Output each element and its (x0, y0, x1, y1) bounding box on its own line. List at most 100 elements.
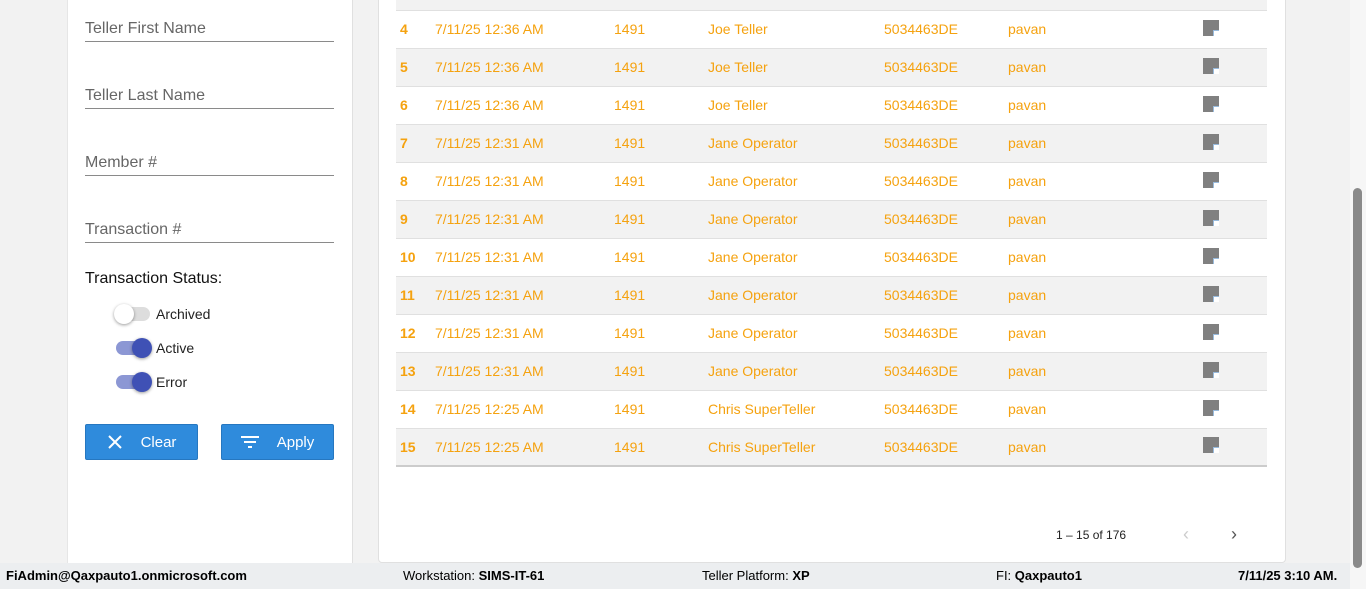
cell: pavan (1008, 86, 1203, 125)
note-icon[interactable] (1203, 285, 1219, 302)
toggle-knob[interactable] (132, 372, 152, 392)
cell: pavan (1008, 162, 1203, 201)
cell: 7/11/25 12:31 AM (435, 238, 614, 277)
cell: 5034463DE (884, 238, 1008, 277)
cell: 11 (396, 276, 435, 315)
table-row[interactable]: 4 7/11/25 12:36 AM 1491 Joe Teller 5034463DE… (396, 10, 1267, 49)
note-icon[interactable] (1203, 19, 1219, 36)
cell: Joe Teller (708, 48, 884, 87)
cell: 5034463DE (884, 48, 1008, 87)
cell: Jane Operator (708, 314, 884, 353)
cell: 1491 (614, 48, 708, 87)
note-icon[interactable] (1203, 95, 1219, 112)
teller-platform: Teller Platform: XP (702, 568, 810, 583)
cell: Jane Operator (708, 238, 884, 277)
datetime: 7/11/25 3:10 AM. (1238, 568, 1338, 583)
table-row[interactable]: 10 7/11/25 12:31 AM 1491 Jane Operator 50344… (396, 238, 1267, 277)
teller-last-name-input[interactable]: Teller Last Name (85, 85, 334, 109)
cell: 5034463DE (884, 10, 1008, 49)
toggle-active[interactable]: Active (116, 338, 194, 358)
note-icon[interactable] (1203, 133, 1219, 150)
fi: FI: Qaxpauto1 (996, 568, 1082, 583)
table-row[interactable] (396, 0, 1267, 11)
cell-action (1203, 200, 1267, 239)
cell: 5034463DE (884, 86, 1008, 125)
table-row[interactable]: 7 7/11/25 12:31 AM 1491 Jane Operator 503446… (396, 124, 1267, 163)
note-icon[interactable] (1203, 361, 1219, 378)
fi-label: FI: (996, 568, 1015, 583)
cell: Jane Operator (708, 276, 884, 315)
cell: 5034463DE (884, 314, 1008, 353)
apply-button[interactable]: Apply (221, 424, 334, 460)
toggle-track[interactable] (116, 372, 152, 392)
table-row[interactable]: 8 7/11/25 12:31 AM 1491 Jane Operator 503446… (396, 162, 1267, 201)
next-page-button[interactable]: › (1231, 524, 1237, 544)
note-icon[interactable] (1203, 57, 1219, 74)
toggle-label: Error (156, 374, 188, 390)
toggle-track[interactable] (116, 338, 152, 358)
table-row[interactable]: 12 7/11/25 12:31 AM 1491 Jane Operator 50344… (396, 314, 1267, 353)
note-icon[interactable] (1203, 399, 1219, 416)
cell: 7/11/25 12:36 AM (435, 10, 614, 49)
teller-first-name-input[interactable]: Teller First Name (85, 18, 334, 42)
cell: 7/11/25 12:31 AM (435, 276, 614, 315)
cell-action (1203, 10, 1267, 49)
platform-label: Teller Platform: (702, 568, 793, 583)
toggle-knob[interactable] (132, 338, 152, 358)
note-icon[interactable] (1203, 323, 1219, 340)
platform-value: XP (792, 568, 810, 583)
cell: 5034463DE (884, 276, 1008, 315)
toggle-error[interactable]: Error (116, 372, 187, 392)
transaction-number-input[interactable]: Transaction # (85, 219, 334, 243)
scrollbar[interactable] (1350, 0, 1366, 589)
cell (435, 0, 614, 11)
cell: 4 (396, 10, 435, 49)
cell (614, 0, 708, 11)
cell: Jane Operator (708, 162, 884, 201)
cell: 12 (396, 314, 435, 353)
table-row[interactable]: 6 7/11/25 12:36 AM 1491 Joe Teller 5034463DE… (396, 86, 1267, 125)
clear-button[interactable]: Clear (85, 424, 198, 460)
table-row[interactable]: 5 7/11/25 12:36 AM 1491 Joe Teller 5034463DE… (396, 48, 1267, 87)
cell: 5034463DE (884, 428, 1008, 467)
toggle-archived[interactable]: Archived (114, 304, 210, 324)
cell-action (1203, 48, 1267, 87)
table-row[interactable]: 9 7/11/25 12:31 AM 1491 Jane Operator 503446… (396, 200, 1267, 239)
cell: 7/11/25 12:31 AM (435, 200, 614, 239)
note-icon[interactable] (1203, 209, 1219, 226)
cell: pavan (1008, 200, 1203, 239)
cell: 7/11/25 12:25 AM (435, 390, 614, 429)
table-row[interactable]: 13 7/11/25 12:31 AM 1491 Jane Operator 50344… (396, 352, 1267, 391)
scrollbar-thumb[interactable] (1353, 188, 1362, 568)
member-number-input[interactable]: Member # (85, 152, 334, 176)
cell: Joe Teller (708, 86, 884, 125)
note-icon[interactable] (1203, 171, 1219, 188)
cell-action (1203, 124, 1267, 163)
cell: 1491 (614, 314, 708, 353)
cell: 7/11/25 12:31 AM (435, 162, 614, 201)
cell: 1491 (614, 200, 708, 239)
note-icon[interactable] (1203, 437, 1219, 454)
cell: Joe Teller (708, 10, 884, 49)
toggle-knob[interactable] (114, 304, 134, 324)
cell: 5034463DE (884, 390, 1008, 429)
toggle-track[interactable] (114, 304, 150, 324)
table-row[interactable]: 14 7/11/25 12:25 AM 1491 Chris SuperTeller 5… (396, 390, 1267, 429)
cell-action (1203, 162, 1267, 201)
table-row[interactable]: 11 7/11/25 12:31 AM 1491 Jane Operator 50344… (396, 276, 1267, 315)
prev-page-button[interactable]: ‹ (1183, 524, 1189, 544)
table-row[interactable]: 15 7/11/25 12:25 AM 1491 Chris SuperTeller 5… (396, 428, 1267, 467)
transaction-status-label: Transaction Status: (85, 270, 223, 287)
cell (884, 0, 1008, 11)
cell: 1491 (614, 162, 708, 201)
cell: 1491 (614, 390, 708, 429)
cell: 14 (396, 390, 435, 429)
fi-value: Qaxpauto1 (1014, 568, 1082, 583)
cell-action (1203, 428, 1267, 467)
workstation-label: Workstation: (403, 568, 479, 583)
cell: 1491 (614, 352, 708, 391)
cell: 1491 (614, 238, 708, 277)
cell (1008, 0, 1203, 11)
cell: pavan (1008, 238, 1203, 277)
note-icon[interactable] (1203, 247, 1219, 264)
